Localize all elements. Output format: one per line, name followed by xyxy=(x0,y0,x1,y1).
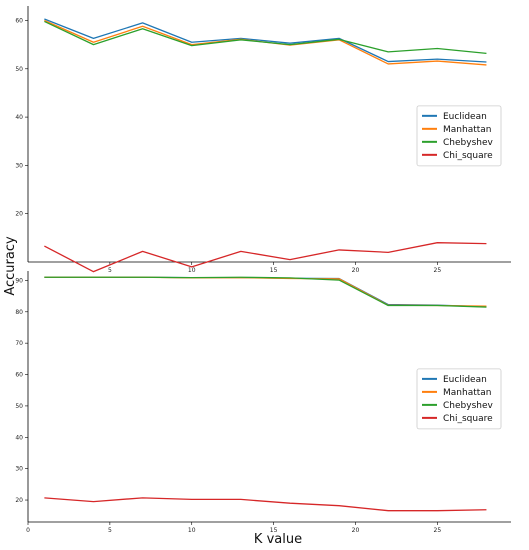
x-tick-label: 5 xyxy=(108,527,112,534)
y-axis-title: Accuracy xyxy=(3,236,18,296)
x-tick-label: 0 xyxy=(26,527,30,534)
legend-label: Euclidean xyxy=(443,375,487,385)
x-tick-label: 10 xyxy=(188,267,196,274)
y-tick-label: 20 xyxy=(15,211,23,218)
legend-label: Chebyshev xyxy=(443,138,493,148)
legend: Euclidean Manhattan Chebyshev Chi_square xyxy=(416,368,502,430)
series-line-chi-square xyxy=(44,497,487,512)
series-line-chebyshev xyxy=(44,20,487,54)
chart-panel-1: 20 30 40 50 60 5 10 15 20 25 Euclidean Manhattan Che… xyxy=(15,6,511,274)
legend-box xyxy=(416,368,502,430)
x-tick-label: 5 xyxy=(108,267,112,274)
chart-panel-2: 20 30 40 50 60 70 80 90 0 5 10 15 20 25 Euclidean Manha… xyxy=(15,271,511,534)
x-tick-label: 20 xyxy=(352,527,360,534)
y-tick-label: 20 xyxy=(15,497,23,504)
legend-label: Euclidean xyxy=(443,112,487,122)
series-line-euclidean xyxy=(44,18,487,63)
y-tick-label: 60 xyxy=(15,372,23,379)
legend-label: Chi_square xyxy=(443,414,493,424)
series-line-manhattan xyxy=(44,276,487,307)
legend-label: Manhattan xyxy=(443,125,491,135)
y-tick-label: 90 xyxy=(15,277,23,284)
legend: Euclidean Manhattan Chebyshev Chi_square xyxy=(416,105,502,167)
y-tick-label: 30 xyxy=(15,162,23,169)
y-tick-label: 40 xyxy=(15,434,23,441)
y-tick-label: 60 xyxy=(15,17,23,24)
x-tick-label: 10 xyxy=(188,527,196,534)
x-tick-label: 15 xyxy=(270,267,278,274)
y-tick-label: 50 xyxy=(15,403,23,410)
legend-box xyxy=(416,105,502,167)
x-axis-title: K value xyxy=(254,532,302,547)
series-line-euclidean xyxy=(44,276,487,308)
legend-label: Manhattan xyxy=(443,388,491,398)
y-tick-label: 40 xyxy=(15,114,23,121)
x-tick-label: 20 xyxy=(352,267,360,274)
legend-label: Chi_square xyxy=(443,151,493,161)
legend-label: Chebyshev xyxy=(443,401,493,411)
y-tick-label: 70 xyxy=(15,340,23,347)
y-tick-label: 50 xyxy=(15,66,23,73)
y-tick-label: 30 xyxy=(15,466,23,473)
x-tick-label: 25 xyxy=(434,267,442,274)
x-tick-label: 25 xyxy=(434,527,442,534)
x-tick-label: 15 xyxy=(270,527,278,534)
series-line-chi-square xyxy=(44,242,487,273)
series-line-chebyshev xyxy=(44,276,487,308)
y-tick-label: 80 xyxy=(15,309,23,316)
